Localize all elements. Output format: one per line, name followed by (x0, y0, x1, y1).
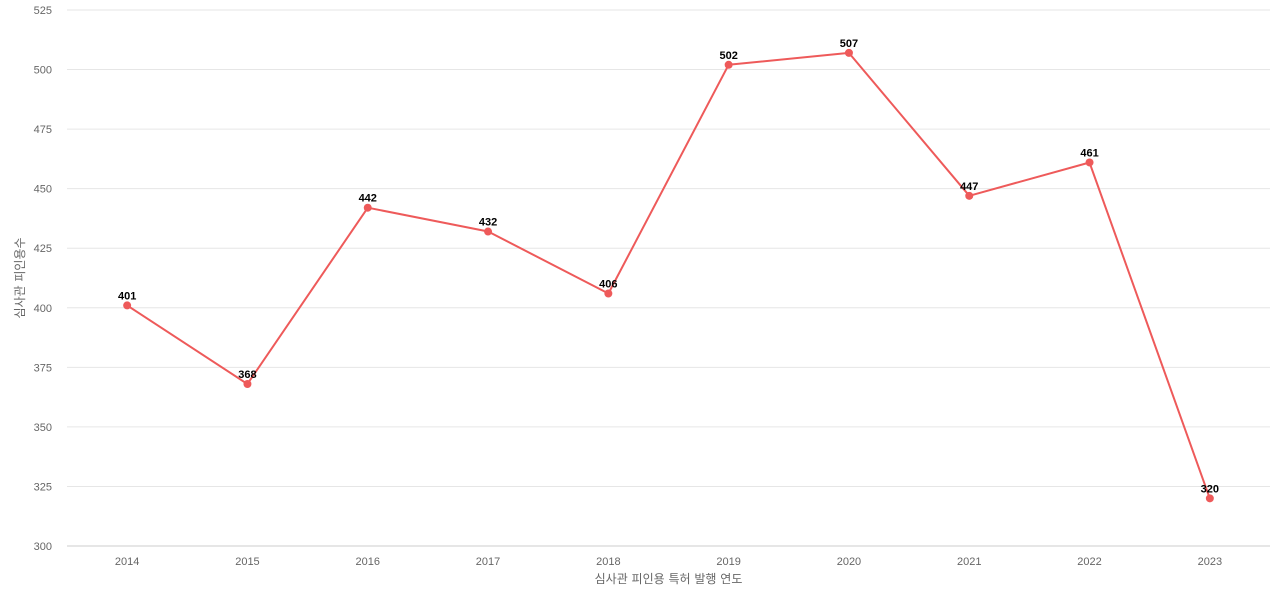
data-label: 502 (719, 50, 737, 62)
data-point[interactable] (243, 380, 252, 389)
data-point[interactable] (363, 203, 372, 212)
x-axis-ticks: 2014 2015 2016 2017 2018 2019 2020 2021 2022 2023 (115, 556, 1222, 568)
data-label: 432 (479, 217, 497, 229)
series-group (123, 48, 1214, 503)
y-axis-ticks: 300 325 350 375 400 425 450 475 500 525 (34, 5, 52, 553)
data-labels: 401 368 442 432 406 502 507 447 461 320 (118, 38, 1219, 495)
data-label: 320 (1201, 483, 1219, 495)
data-point[interactable] (844, 48, 853, 57)
y-tick-label: 500 (34, 65, 52, 77)
data-point[interactable] (604, 289, 613, 298)
y-tick-label: 350 (34, 422, 52, 434)
grid-lines (67, 9, 1270, 547)
x-tick-label: 2016 (356, 556, 380, 568)
data-point[interactable] (965, 191, 974, 200)
data-label: 401 (118, 290, 136, 302)
x-tick-label: 2022 (1077, 556, 1101, 568)
y-tick-label: 300 (34, 541, 52, 553)
x-axis-title: 심사관 피인용 특허 발행 연도 (595, 571, 743, 586)
y-axis-title: 심사관 피인용수 (13, 237, 27, 318)
data-point[interactable] (1085, 158, 1094, 167)
x-tick-label: 2015 (235, 556, 259, 568)
series-line (126, 51, 1211, 499)
x-tick-label: 2018 (596, 556, 620, 568)
y-tick-label: 400 (34, 303, 52, 315)
x-tick-label: 2017 (476, 556, 500, 568)
x-tick-label: 2021 (957, 556, 981, 568)
y-tick-label: 425 (34, 243, 52, 255)
y-tick-label: 525 (34, 5, 52, 17)
data-label: 461 (1080, 147, 1098, 159)
y-tick-label: 475 (34, 124, 52, 136)
y-tick-label: 375 (34, 362, 52, 374)
data-point[interactable] (484, 227, 493, 236)
data-label: 447 (960, 181, 978, 193)
data-point[interactable] (1205, 494, 1214, 503)
data-point[interactable] (724, 60, 733, 69)
x-tick-label: 2019 (716, 556, 740, 568)
data-point[interactable] (123, 301, 132, 310)
data-label: 368 (238, 369, 256, 381)
data-label: 507 (840, 38, 858, 50)
data-label: 406 (599, 278, 617, 290)
x-tick-label: 2020 (837, 556, 861, 568)
data-label: 442 (359, 193, 377, 205)
y-tick-label: 325 (34, 481, 52, 493)
x-tick-label: 2023 (1198, 556, 1222, 568)
y-tick-label: 450 (34, 184, 52, 196)
x-tick-label: 2014 (115, 556, 139, 568)
